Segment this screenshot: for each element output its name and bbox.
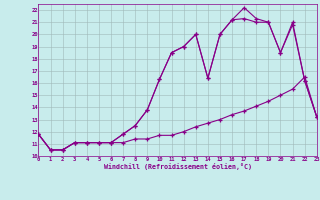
- X-axis label: Windchill (Refroidissement éolien,°C): Windchill (Refroidissement éolien,°C): [104, 163, 252, 170]
